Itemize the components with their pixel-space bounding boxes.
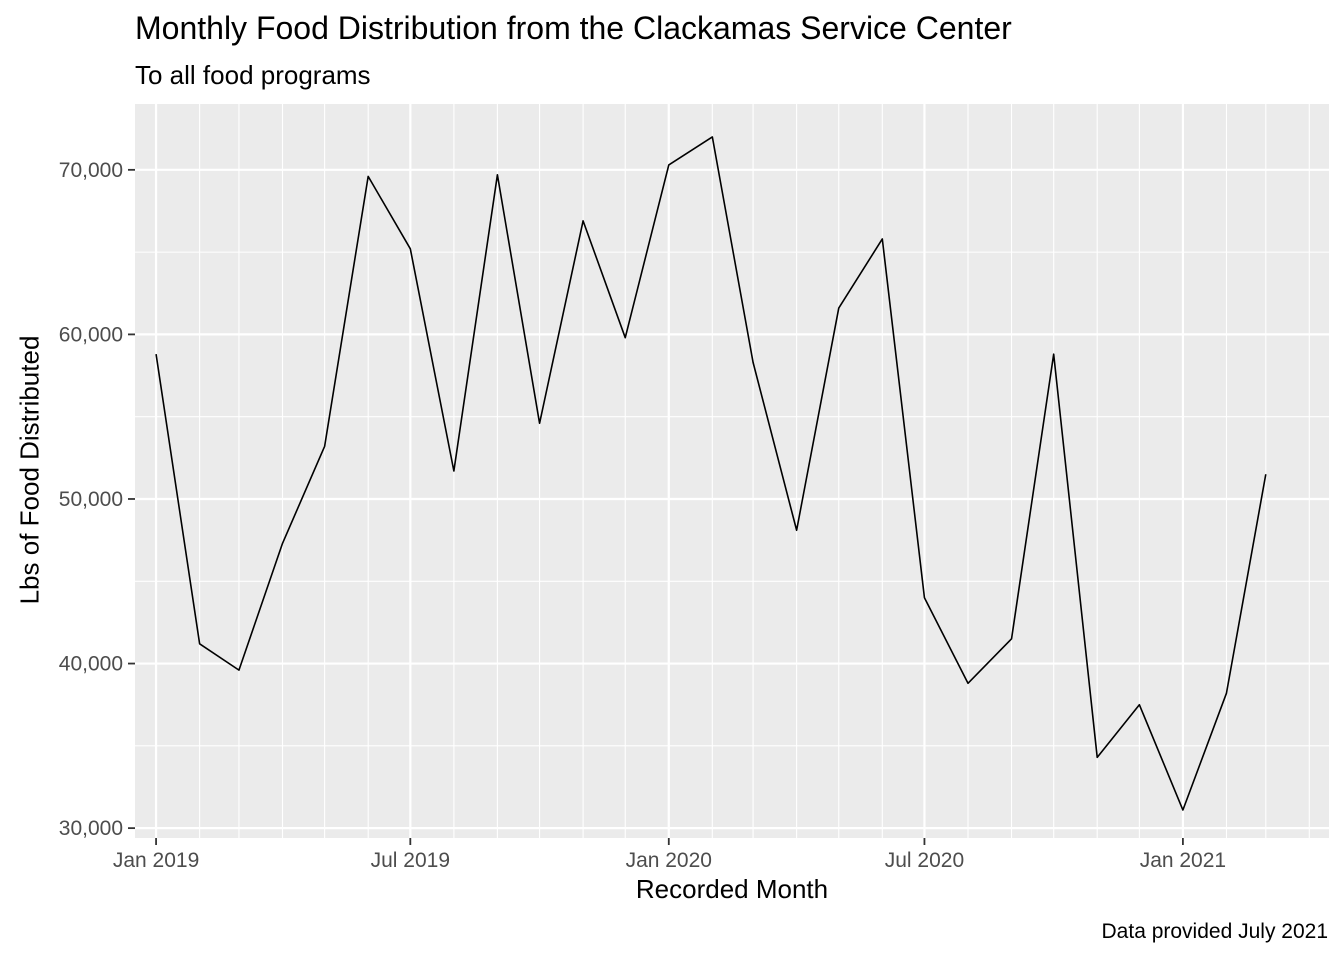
x-axis-label: Recorded Month [635, 874, 829, 904]
y-tick-label: 40,000 [59, 653, 123, 676]
x-tick-label: Jul 2019 [371, 849, 450, 872]
minor-gridlines-y [135, 251, 1329, 747]
chart-caption: Data provided July 2021 [1101, 920, 1328, 943]
y-tick-label: 60,000 [59, 323, 123, 346]
x-axis-ticks: Jan 2019 Jul 2019 Jan 2020 Jul 2020 Jan 2021 [113, 838, 1226, 872]
y-axis-label: Lbs of Food Distributed [14, 335, 45, 605]
x-tick-label: Jan 2019 [113, 849, 199, 872]
series-line [155, 136, 1267, 811]
x-tick-label: Jul 2020 [885, 849, 964, 872]
chart-subtitle: To all food programs [135, 60, 371, 90]
chart-title: Monthly Food Distribution from the Clack… [135, 10, 1012, 46]
y-tick-label: 50,000 [59, 488, 123, 511]
y-tick-label: 30,000 [59, 817, 123, 840]
major-gridlines-x [154, 104, 1185, 838]
y-tick-label: 70,000 [59, 159, 123, 182]
x-tick-label: Jan 2020 [626, 849, 712, 872]
major-gridlines-y [135, 168, 1329, 830]
x-tick-label: Jan 2021 [1140, 849, 1226, 872]
minor-gridlines-x [199, 104, 1310, 838]
y-axis-ticks: 30,000 40,000 50,000 60,000 70,000 [59, 159, 135, 840]
